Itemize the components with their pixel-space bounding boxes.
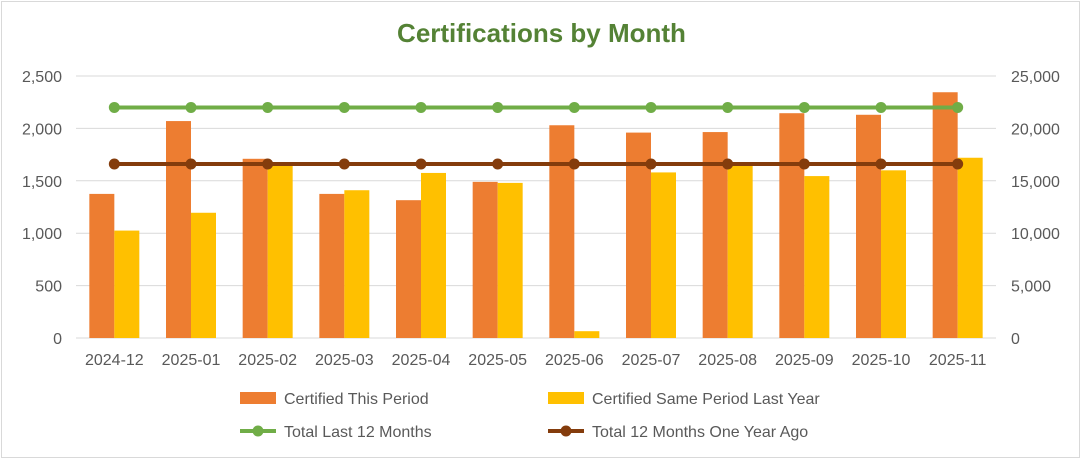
bar-last-year: [267, 164, 293, 338]
bar-last-year: [651, 172, 676, 338]
line-point: [645, 158, 657, 170]
y-right-tick-label: 0: [1011, 331, 1020, 348]
x-tick-label: 2025-02: [238, 352, 297, 369]
bar-last-year: [574, 331, 600, 338]
bar-last-year: [957, 157, 983, 338]
bar-this-period: [932, 92, 958, 338]
line-point: [108, 101, 120, 113]
legend-label: Total Last 12 Months: [284, 424, 432, 441]
x-tick-label: 2025-04: [392, 352, 451, 369]
x-tick-label: 2025-08: [698, 352, 757, 369]
line-point: [338, 158, 350, 170]
bar-this-period: [166, 121, 191, 339]
legend-label: Certified This Period: [284, 391, 429, 408]
x-tick-label: 2025-09: [775, 352, 834, 369]
legend-swatch: [240, 392, 276, 404]
line-point: [952, 101, 964, 113]
bar-this-period: [89, 193, 115, 338]
y-left-tick-label: 500: [35, 279, 62, 296]
legend-swatch: [548, 392, 584, 404]
line-point: [415, 158, 427, 170]
line-point: [492, 158, 504, 170]
line-point: [645, 101, 657, 113]
line-point: [415, 101, 427, 113]
x-tick-label: 2025-03: [315, 352, 374, 369]
bar-last-year: [344, 190, 370, 338]
y-right-tick-label: 25,000: [1011, 69, 1060, 86]
line-point: [875, 101, 887, 113]
line-point: [722, 158, 734, 170]
bar-this-period: [549, 125, 575, 338]
line-point: [185, 101, 197, 113]
line-point: [338, 101, 350, 113]
line-point: [262, 158, 274, 170]
y-right-tick-label: 5,000: [1011, 279, 1051, 296]
bar-last-year: [727, 165, 753, 338]
legend-label: Certified Same Period Last Year: [592, 391, 820, 408]
x-tick-label: 2025-06: [545, 352, 604, 369]
line-point: [568, 101, 580, 113]
chart-title: Certifications by Month: [397, 18, 686, 48]
y-left-tick-label: 2,500: [22, 69, 62, 86]
legend-marker: [252, 425, 264, 437]
bar-last-year: [421, 172, 446, 338]
bar-this-period: [242, 158, 268, 338]
x-tick-label: 2025-10: [852, 352, 911, 369]
bar-last-year: [114, 230, 140, 338]
line-point: [568, 158, 580, 170]
line-point: [875, 158, 887, 170]
bar-this-period: [856, 114, 881, 338]
bar-last-year: [191, 212, 216, 338]
x-tick-label: 2025-11: [929, 352, 987, 369]
line-point: [108, 158, 120, 170]
bar-last-year: [804, 176, 830, 338]
bar-this-period: [779, 113, 805, 338]
x-tick-label: 2024-12: [85, 352, 144, 369]
x-tick-label: 2025-01: [162, 352, 221, 369]
bar-last-year: [497, 182, 523, 338]
y-right-tick-label: 15,000: [1011, 174, 1060, 191]
y-left-tick-label: 1,000: [22, 226, 62, 243]
line-point: [798, 101, 810, 113]
x-tick-label: 2025-05: [468, 352, 527, 369]
bar-this-period: [396, 200, 421, 338]
legend-marker: [560, 425, 572, 437]
y-right-tick-label: 10,000: [1011, 226, 1060, 243]
line-point: [798, 158, 810, 170]
y-right-tick-label: 20,000: [1011, 121, 1060, 138]
line-point: [492, 101, 504, 113]
y-left-tick-label: 1,500: [22, 174, 62, 191]
line-point: [185, 158, 197, 170]
x-tick-label: 2025-07: [622, 352, 681, 369]
y-left-tick-label: 0: [53, 331, 62, 348]
line-point: [262, 101, 274, 113]
bar-last-year: [881, 170, 906, 338]
y-left-tick-label: 2,000: [22, 121, 62, 138]
line-point: [952, 158, 964, 170]
bar-this-period: [472, 181, 498, 338]
line-point: [722, 101, 734, 113]
bar-this-period: [319, 193, 345, 338]
legend-label: Total 12 Months One Year Ago: [592, 424, 808, 441]
